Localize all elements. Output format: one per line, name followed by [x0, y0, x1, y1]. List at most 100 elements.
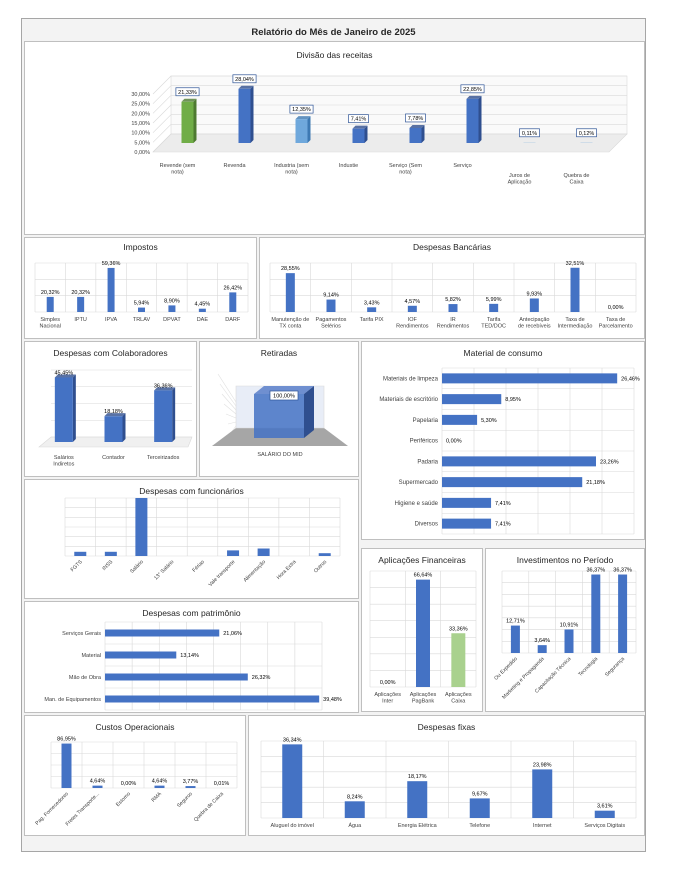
- bar: [594, 810, 615, 818]
- data-label: 0,01%: [214, 781, 230, 787]
- gridline: [217, 373, 237, 403]
- gridline: [152, 124, 172, 143]
- y-tick-label: Supermercado: [399, 480, 439, 486]
- data-label: 66,64%: [414, 573, 433, 579]
- x-tick-label: Água: [348, 822, 362, 829]
- data-label-box: [269, 390, 299, 401]
- gridline: [227, 421, 237, 425]
- chart-title: Impostos: [123, 242, 158, 252]
- bar: [618, 574, 628, 653]
- y-tick-label: 25,00%: [131, 102, 150, 108]
- chart-title: Material de consumo: [463, 348, 543, 358]
- chart-svg-retiradas: 100,00% SALÁRIO DO MID: [212, 373, 348, 458]
- data-label: 13,14%: [180, 653, 199, 659]
- bar: [257, 548, 270, 556]
- y-tick-label: Serviços Gerais: [62, 631, 101, 637]
- bar: [77, 296, 85, 312]
- x-tick-label: Revende (sem nota): [160, 163, 196, 176]
- x-tick-label: Telefone: [469, 823, 490, 829]
- y-tick-label: 10,00%: [131, 131, 150, 137]
- data-label: 23,26%: [600, 459, 619, 465]
- data-label: 0,11%: [522, 131, 537, 137]
- bar: [181, 98, 197, 143]
- data-label: 20,32%: [41, 290, 60, 296]
- bar: [466, 95, 482, 143]
- bar: [409, 124, 425, 143]
- x-tick-label: Quebra de Caixa: [564, 173, 590, 186]
- chart-panel-colaboradores: Despesas com Colaboradores 45,45% Salários…: [24, 341, 197, 477]
- data-label: 26,42%: [223, 285, 242, 291]
- data-label: 86,95%: [57, 737, 76, 743]
- chart-title: Despesas com Colaboradores: [53, 348, 168, 358]
- chart-svg-receitas: 0,00% 5,00% 10,00% 15,00% 20,00% 25,00% 30,00%…: [131, 74, 628, 186]
- data-label: 36,37%: [586, 568, 605, 574]
- bar: [105, 629, 220, 637]
- data-label-box: [175, 87, 200, 97]
- y-tick-label: 0,00%: [134, 150, 150, 156]
- x-tick-label: Revenda: [223, 163, 246, 169]
- floor: [152, 133, 628, 153]
- x-tick-label: Serviço (Sem nota): [389, 163, 422, 176]
- chart-svg-aplicacoes: 0,00% Aplicações Inter 66,64% Aplicações PagB…: [369, 570, 477, 705]
- data-label: 5,30%: [481, 418, 497, 424]
- y-tick-label: Padaria: [417, 459, 438, 465]
- chart-panel-fixas: Despesas fixas 36,34% Aluguel do imóvel 8,2…: [248, 715, 645, 836]
- data-label: 9,67%: [472, 791, 488, 797]
- gridline: [225, 413, 237, 419]
- x-tick-label: TRLAV: [133, 317, 151, 323]
- y-tick-label: Periféricos: [410, 439, 438, 445]
- data-label: 59,36%: [102, 261, 121, 267]
- y-tick-label: 30,00%: [131, 92, 150, 98]
- bar: [105, 651, 177, 659]
- y-tick-label: Material: [81, 653, 101, 659]
- data-label: 8,90%: [164, 298, 180, 304]
- chart-title: Divisão das receitas: [296, 50, 373, 60]
- data-label-box: [460, 84, 485, 94]
- x-tick-label: Aluguel do imóvel: [271, 823, 314, 829]
- data-label: 9,93%: [527, 291, 543, 297]
- x-tick-label: DARF: [225, 317, 241, 323]
- x-tick-label: Aplicações Inter: [374, 692, 401, 705]
- chart-svg-colaboradores: 45,45% Salários Indiretos 18,18% Contador 36,…: [38, 369, 193, 468]
- x-tick-label: SALÁRIO DO MID: [257, 451, 302, 458]
- x-tick-label: 13° Salário: [153, 559, 175, 581]
- x-tick-label: Outros: [313, 559, 329, 575]
- bar: [442, 518, 492, 529]
- x-tick-label: Juros de Aplicação: [508, 173, 532, 186]
- chart-title: Despesas com patrimônio: [142, 608, 241, 618]
- bar: [442, 414, 478, 425]
- bar: [285, 273, 295, 312]
- data-label: 18,18%: [104, 409, 123, 415]
- bar: [92, 785, 103, 788]
- chart-panel-consumo: Material de consumo 26,46% Materiais de li…: [361, 341, 645, 540]
- data-label: 8,24%: [347, 794, 363, 800]
- bar: [448, 304, 458, 312]
- bar: [407, 305, 417, 312]
- chart-title: Aplicações Financeiras: [378, 555, 466, 565]
- bar: [532, 769, 553, 818]
- data-label: 22,85%: [463, 87, 482, 93]
- data-label: 21,33%: [178, 90, 197, 96]
- data-label: 39,48%: [323, 697, 342, 703]
- data-label: 26,32%: [252, 675, 271, 681]
- data-label: 8,95%: [505, 397, 521, 403]
- data-label: 3,61%: [597, 804, 613, 810]
- data-label: 10,91%: [560, 622, 579, 628]
- x-tick-label: Pag. Fornecedores: [34, 791, 70, 827]
- bar: [442, 373, 618, 384]
- chart-panel-retiradas: Retiradas 100,00% SALÁRIO DO MID: [199, 341, 359, 477]
- data-label: 4,64%: [90, 779, 106, 785]
- y-tick-label: Higiene e saúde: [395, 501, 439, 507]
- chart-title: Custos Operacionais: [95, 722, 175, 732]
- data-label: 32,51%: [566, 261, 585, 267]
- x-tick-label: DAE: [197, 317, 209, 323]
- data-label: 36,37%: [613, 568, 632, 574]
- data-label: 21,18%: [586, 480, 605, 486]
- gridline: [152, 95, 172, 114]
- bar: [407, 781, 428, 818]
- x-tick-label: DPVAT: [163, 317, 181, 323]
- chart-title: Retiradas: [260, 348, 298, 358]
- bar: [138, 307, 145, 312]
- bar: [74, 551, 87, 556]
